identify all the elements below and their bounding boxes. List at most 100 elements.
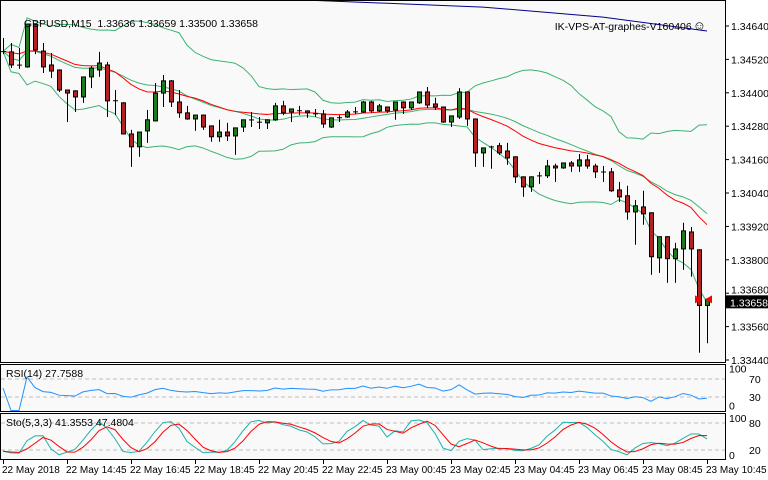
candle <box>257 117 262 129</box>
candle-body-bear <box>281 105 286 114</box>
candle <box>505 142 510 165</box>
candle <box>513 156 518 183</box>
x-tick-label: 23 May 10:45 <box>706 465 767 476</box>
candle <box>41 42 46 74</box>
sto-scale-label: 80 <box>749 418 761 430</box>
candle-body-bear <box>505 150 510 159</box>
candle <box>673 242 678 283</box>
expert-label: IK-VPS-AT-graphes-V160406☺ <box>549 6 706 33</box>
candle-body-bear <box>521 176 526 188</box>
candle <box>649 212 654 275</box>
candle <box>121 102 126 135</box>
candle-body-bull <box>633 205 638 213</box>
x-tick-label: 22 May 22:45 <box>322 465 383 476</box>
candle <box>89 66 94 89</box>
rsi-scale-label: 70 <box>749 374 761 386</box>
candle-body-bull <box>361 101 366 113</box>
candle <box>113 90 118 116</box>
candle <box>161 74 166 107</box>
candle <box>537 171 542 184</box>
candle-body-bear <box>225 131 230 137</box>
y-tick-label: 1.34040 <box>731 188 768 200</box>
candle <box>305 110 310 118</box>
candle-body-bull <box>81 76 86 98</box>
candle <box>25 23 30 68</box>
candle-body-bull <box>153 92 158 122</box>
candle <box>473 118 478 167</box>
price-plot <box>1 1 712 353</box>
candle <box>265 119 270 129</box>
candle-body-bear <box>625 195 630 213</box>
main-panel <box>0 0 726 363</box>
y-tick-label: 1.34640 <box>731 21 768 33</box>
last-price-label: 1.33658 <box>730 297 768 309</box>
candle <box>17 47 22 69</box>
candle-body-bear <box>33 24 38 51</box>
candle <box>81 76 86 103</box>
candle <box>585 154 590 169</box>
candle <box>681 222 686 270</box>
candle <box>153 83 158 122</box>
candle-body-bear <box>649 212 654 258</box>
x-tick-label: 23 May 00:45 <box>386 465 447 476</box>
candle <box>233 127 238 155</box>
candle-body-bear <box>305 110 310 114</box>
candle <box>617 181 622 202</box>
candle-body-bear <box>497 145 502 154</box>
trade-arrow-icon <box>695 295 702 304</box>
smiley-icon[interactable]: ☺ <box>692 18 706 33</box>
candle <box>601 166 606 182</box>
candle-body-bear <box>65 89 70 94</box>
candle-body-bear <box>369 101 374 112</box>
candle-body-bear <box>473 118 478 154</box>
candle-body-bear <box>433 103 438 108</box>
y-tick-label: 1.33560 <box>731 322 768 334</box>
candle <box>145 110 150 143</box>
candle-body-bull <box>345 111 350 118</box>
chart-header: GBPUSD,M15 1.33636 1.33659 1.33500 1.336… <box>18 6 258 30</box>
candle-body-bear <box>569 162 574 167</box>
candle-body-bear <box>401 101 406 109</box>
candle <box>633 199 638 245</box>
candle-body-bear <box>201 114 206 128</box>
bollinger-middle-band <box>2 50 708 214</box>
candle-body-bear <box>689 231 694 250</box>
candle-body-bear <box>697 249 702 306</box>
candle <box>553 163 558 182</box>
candle-body-bull <box>481 147 486 154</box>
candle-body-bull <box>673 248 678 260</box>
candle-body-bull <box>241 119 246 128</box>
moving-average-line <box>2 50 708 226</box>
candle-body-bull <box>657 236 662 259</box>
candle <box>465 91 470 126</box>
candle-body-bull <box>529 176 534 188</box>
sto-signal-line <box>2 420 708 453</box>
candle <box>393 101 398 120</box>
candle <box>329 117 334 128</box>
rsi-line <box>2 375 708 411</box>
candle-body-bull <box>393 101 398 111</box>
candle-body-bear <box>465 91 470 120</box>
candle <box>641 190 646 225</box>
candle <box>361 100 366 113</box>
candle <box>625 185 630 220</box>
x-tick-label: 22 May 18:45 <box>194 465 255 476</box>
sto-scale-label: 100 <box>729 413 747 425</box>
candle <box>97 51 102 77</box>
candle <box>377 103 382 113</box>
candle <box>241 119 246 133</box>
y-tick-label: 1.33680 <box>731 284 768 296</box>
candle <box>457 88 462 119</box>
candle-body-bear <box>185 112 190 120</box>
candle <box>401 101 406 114</box>
y-tick-label: 1.33800 <box>731 255 768 267</box>
candle-body-bull <box>681 230 686 250</box>
candle-body-bull <box>161 80 166 94</box>
candle-body-bull <box>417 91 422 104</box>
candle-body-bull <box>89 67 94 78</box>
candle <box>449 115 454 128</box>
candle-body-bull <box>577 159 582 167</box>
x-tick-label: 22 May 20:45 <box>258 465 319 476</box>
candle <box>521 176 526 197</box>
